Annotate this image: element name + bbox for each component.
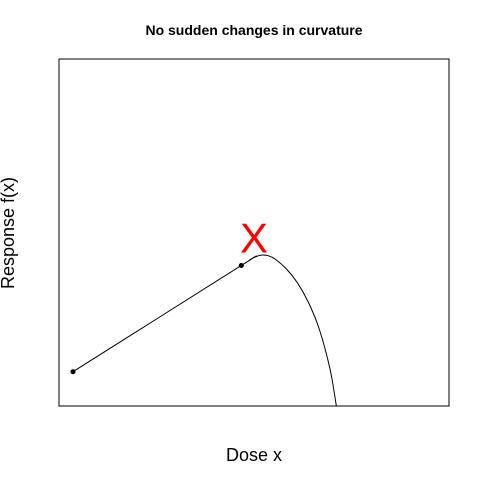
- points-layer: [70, 262, 244, 375]
- data-point-1: [70, 369, 76, 375]
- annotation-x-marker: X: [240, 215, 268, 262]
- plot-frame: [58, 58, 450, 407]
- y-axis-label: Response f(x): [0, 177, 18, 289]
- data-point-2: [238, 262, 244, 268]
- chart-title: No sudden changes in curvature: [145, 22, 362, 38]
- response-curve: [72, 254, 337, 407]
- x-axis-label: Dose x: [226, 445, 282, 465]
- annotation-layer: X: [240, 215, 268, 262]
